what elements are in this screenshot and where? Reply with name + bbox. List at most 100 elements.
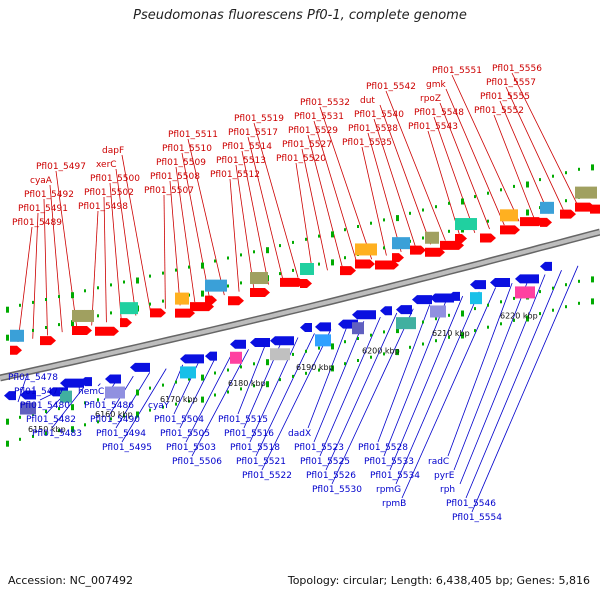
forward-connector [103, 196, 107, 323]
reverse-gene-label: Pfl01_5494 [96, 429, 146, 439]
tick-mark [279, 244, 281, 248]
tick-mark [162, 383, 164, 387]
forward-gene-arrow [392, 253, 404, 263]
forward-gene-label: Pfl01_5535 [342, 138, 392, 148]
reverse-gene-block [270, 348, 290, 361]
reverse-gene-label: Pfl01_5554 [452, 513, 502, 523]
tick-mark [448, 229, 450, 233]
forward-connector [505, 86, 564, 210]
tick-mark [318, 368, 320, 372]
tick-mark [240, 253, 242, 257]
scale-label: 6160 kbp [95, 410, 133, 419]
reverse-connector [389, 295, 464, 471]
reverse-connector [307, 325, 348, 429]
tick-mark [175, 268, 177, 272]
reverse-connector [319, 316, 381, 457]
reverse-gene-label: Pfl01_5480 [20, 401, 70, 411]
forward-gene-label: Pfl01_5513 [216, 156, 266, 166]
tick-mark [578, 279, 580, 283]
forward-gene-arrow [500, 225, 520, 235]
tick-mark [45, 432, 47, 435]
tick-mark [58, 295, 60, 299]
forward-connector [427, 130, 461, 237]
forward-gene-block [10, 329, 24, 342]
reverse-gene-label: Pfl01_5504 [154, 415, 204, 425]
forward-gene-label: Pfl01_5508 [150, 172, 200, 182]
tick-mark [266, 381, 269, 388]
genome-backbone [0, 228, 600, 382]
forward-gene-arrow [300, 279, 312, 288]
tick-mark [149, 302, 151, 306]
tick-mark [162, 299, 164, 303]
forward-gene-label: Pfl01_5555 [480, 92, 530, 102]
tick-mark [97, 420, 99, 424]
forward-gene-label: Pfl01_5507 [144, 186, 194, 196]
forward-connector [361, 146, 387, 256]
forward-connector [91, 210, 99, 326]
tick-mark [136, 389, 139, 396]
reverse-connector [471, 265, 579, 513]
forward-gene-block [205, 279, 227, 292]
reverse-gene-label: dadX [288, 429, 311, 439]
reverse-gene-label: Pfl01_5515 [218, 415, 268, 425]
tick-mark [214, 259, 216, 263]
forward-gene-arrow [455, 234, 467, 244]
tick-mark [331, 259, 334, 266]
tick-mark [331, 343, 334, 350]
reverse-connector [237, 345, 266, 415]
forward-gene-label: gmk [426, 80, 446, 90]
reverse-connector [331, 308, 414, 485]
reverse-connector [51, 387, 85, 429]
tick-mark [513, 184, 515, 188]
reverse-gene-label: Pfl01_5477 [14, 387, 64, 397]
reverse-connector [185, 353, 233, 443]
tick-mark [240, 281, 242, 285]
reverse-connector [401, 287, 497, 499]
reverse-gene-arrow [205, 351, 217, 361]
tick-mark [513, 296, 515, 300]
label-connectors [17, 72, 579, 513]
reverse-gene-arrow [396, 305, 412, 315]
tick-mark [383, 246, 385, 250]
gene-features [4, 186, 600, 415]
reverse-gene-label: Pfl01_5523 [294, 443, 344, 453]
tick-mark [58, 407, 60, 411]
tick-mark [84, 401, 86, 405]
tick-mark [383, 330, 385, 334]
tick-mark [123, 414, 125, 418]
reverse-gene-label: cyaY [148, 401, 170, 411]
forward-gene-block [575, 186, 597, 199]
tick-mark [19, 415, 21, 419]
tick-mark [409, 345, 411, 349]
reverse-gene-label: Pfl01_5490 [90, 415, 140, 425]
tick-mark [175, 380, 177, 384]
forward-connector [385, 90, 446, 241]
tick-mark [383, 352, 385, 356]
reverse-gene-arrow [352, 310, 376, 320]
forward-connector [301, 148, 328, 271]
reverse-connector [261, 329, 332, 471]
reverse-gene-label: Pfl01_5486 [84, 401, 134, 411]
forward-gene-arrow [480, 233, 496, 243]
tick-mark [331, 365, 334, 372]
forward-gene-label: Pfl01_5552 [474, 106, 524, 116]
tick-mark [539, 178, 541, 182]
tick-mark [565, 283, 567, 287]
tick-mark [396, 349, 399, 356]
tick-mark [110, 283, 112, 287]
tick-mark [253, 250, 255, 254]
forward-gene-label: Pfl01_5556 [492, 64, 542, 74]
forward-connector [109, 182, 122, 319]
tick-mark [214, 371, 216, 375]
tick-mark [448, 201, 450, 205]
scale-label: 6180 kbp [228, 379, 266, 388]
reverse-gene-arrow [412, 295, 432, 305]
tick-mark [331, 231, 334, 238]
tick-mark [448, 335, 450, 339]
tick-mark [318, 262, 320, 266]
reverse-connector [115, 372, 151, 429]
tick-mark [591, 276, 594, 283]
reverse-gene-label: Pfl01_5525 [300, 457, 350, 467]
tick-mark [45, 326, 47, 329]
reverse-gene-block [105, 386, 125, 399]
